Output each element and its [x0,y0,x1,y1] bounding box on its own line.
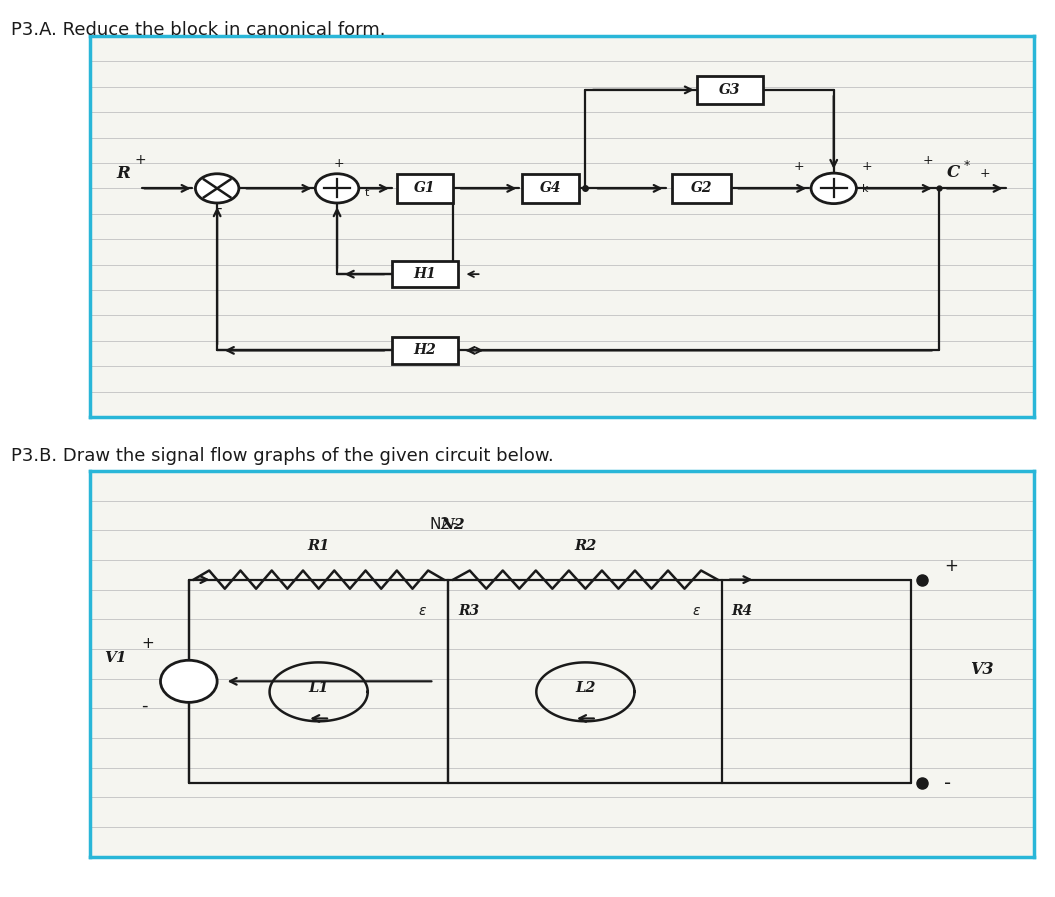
Text: V3: V3 [970,661,993,678]
Circle shape [811,173,857,204]
Text: +: + [922,154,933,167]
Text: k: k [862,184,868,194]
Text: H2: H2 [414,344,437,357]
Text: $\varepsilon$: $\varepsilon$ [419,604,427,618]
Bar [522,174,579,203]
Text: $\varepsilon$: $\varepsilon$ [692,604,702,618]
Text: R3: R3 [458,604,479,618]
Bar [391,261,458,288]
Bar [672,174,731,203]
Text: H1: H1 [414,267,437,281]
Text: R4: R4 [732,604,753,618]
Text: R2: R2 [574,539,596,553]
Bar [391,337,458,364]
Text: -: - [944,773,952,793]
Text: P3.A. Reduce the block in canonical form.: P3.A. Reduce the block in canonical form… [11,21,385,39]
Text: +: + [862,160,872,173]
Text: G3: G3 [720,83,741,97]
Bar [696,75,763,104]
Text: L2: L2 [575,682,596,695]
Text: G1: G1 [415,181,436,196]
Text: G2: G2 [691,181,712,196]
Text: G4: G4 [540,181,561,196]
Text: N2: N2 [441,518,465,532]
Text: +: + [979,167,990,180]
Text: +: + [135,153,147,167]
Text: +: + [794,160,805,173]
Text: -: - [216,201,222,215]
Circle shape [195,174,238,203]
Text: *: * [964,160,971,172]
Text: +: + [333,157,344,170]
Text: L1: L1 [308,682,329,695]
Text: V1: V1 [103,650,127,665]
Text: N2~: N2~ [429,518,463,532]
Text: +: + [944,557,958,575]
Text: C: C [947,164,960,181]
Text: R1: R1 [307,539,330,553]
Text: P3.B. Draw the signal flow graphs of the given circuit below.: P3.B. Draw the signal flow graphs of the… [11,447,553,465]
Text: +: + [141,636,154,650]
Circle shape [160,660,217,702]
Text: R: R [116,164,130,181]
Bar [397,174,454,203]
Text: t: t [364,188,369,198]
Circle shape [315,174,359,203]
Text: -: - [141,697,148,715]
